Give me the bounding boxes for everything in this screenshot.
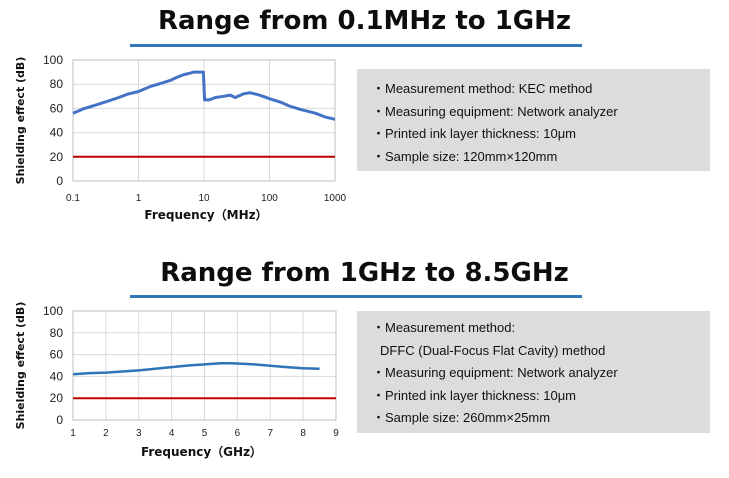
info-measurement-method: ・Measurement method: — [372, 320, 516, 335]
y-tick-label: 80 — [50, 326, 64, 340]
info-ink-thickness: ・Printed ink layer thickness: 10μm — [372, 387, 577, 403]
x-tick-label: 4 — [169, 428, 175, 439]
info-sample-size: ・Sample size: 120mm×120mm — [372, 148, 558, 164]
series-line — [72, 70, 336, 121]
y-axis-title: Shielding effect (dB) — [14, 302, 27, 430]
x-tick-label: 7 — [267, 428, 273, 439]
x-tick-label: 10 — [198, 193, 210, 204]
x-tick-label: 100 — [261, 193, 278, 204]
y-axis-title: Shielding effect (dB) — [14, 57, 27, 185]
y-tick-label: 40 — [50, 126, 64, 140]
y-tick-label: 100 — [43, 53, 63, 67]
section-1-info-box: ・Measurement method: KEC method ・Measuri… — [357, 69, 710, 171]
section-2-info-box: ・Measurement method: DFFC (Dual-Focus Fl… — [357, 311, 710, 433]
info-measurement-method: ・Measurement method: KEC method — [372, 81, 593, 96]
y-tick-label: 0 — [56, 413, 63, 427]
series-line — [72, 362, 320, 376]
x-tick-label: 8 — [300, 428, 306, 439]
info-measurement-method-detail: DFFC (Dual-Focus Flat Cavity) method — [380, 342, 606, 358]
section-1-title: Range from 0.1MHz to 1GHz — [157, 6, 572, 36]
x-tick-label: 9 — [333, 428, 339, 439]
x-axis-title: Frequency（MHz） — [144, 207, 267, 222]
y-tick-label: 20 — [50, 391, 64, 405]
y-tick-label: 100 — [43, 304, 63, 318]
section-2-title-underline — [130, 295, 582, 298]
section-2-title: Range from 1GHz to 8.5GHz — [160, 258, 569, 288]
x-tick-label: 1000 — [324, 193, 347, 204]
x-tick-label: 1 — [136, 193, 142, 204]
y-tick-label: 0 — [56, 174, 63, 188]
x-tick-label: 5 — [202, 428, 208, 439]
y-tick-label: 80 — [50, 77, 64, 91]
x-tick-label: 3 — [136, 428, 142, 439]
section-1-title-underline — [130, 44, 582, 47]
x-tick-label: 6 — [235, 428, 241, 439]
x-tick-label: 0.1 — [66, 193, 80, 204]
info-ink-thickness: ・Printed ink layer thickness: 10μm — [372, 126, 577, 141]
plot-area-border — [72, 310, 337, 421]
y-tick-label: 60 — [50, 348, 64, 362]
info-sample-size: ・Sample size: 260mm×25mm — [372, 410, 551, 425]
x-tick-label: 1 — [70, 428, 76, 439]
y-tick-label: 60 — [50, 101, 64, 115]
x-tick-label: 2 — [103, 428, 109, 439]
y-tick-label: 40 — [50, 369, 64, 383]
chart-1-shielding-mhz: 0 20 40 60 80 100 0.1 1 10 100 1000 Frequency（MHz） S… — [14, 53, 347, 222]
info-measuring-equipment: ・Measuring equipment: Network analyzer — [372, 365, 618, 380]
plot-area-border — [72, 59, 336, 182]
x-axis-title: Frequency（GHz） — [141, 444, 262, 459]
chart-2-shielding-ghz: 0 20 40 60 80 100 1 2 3 4 5 6 7 8 9 Frequency（GHz） Shiel… — [14, 302, 339, 459]
info-measuring-equipment: ・Measuring equipment: Network analyzer — [372, 103, 618, 119]
y-tick-label: 20 — [50, 150, 64, 164]
